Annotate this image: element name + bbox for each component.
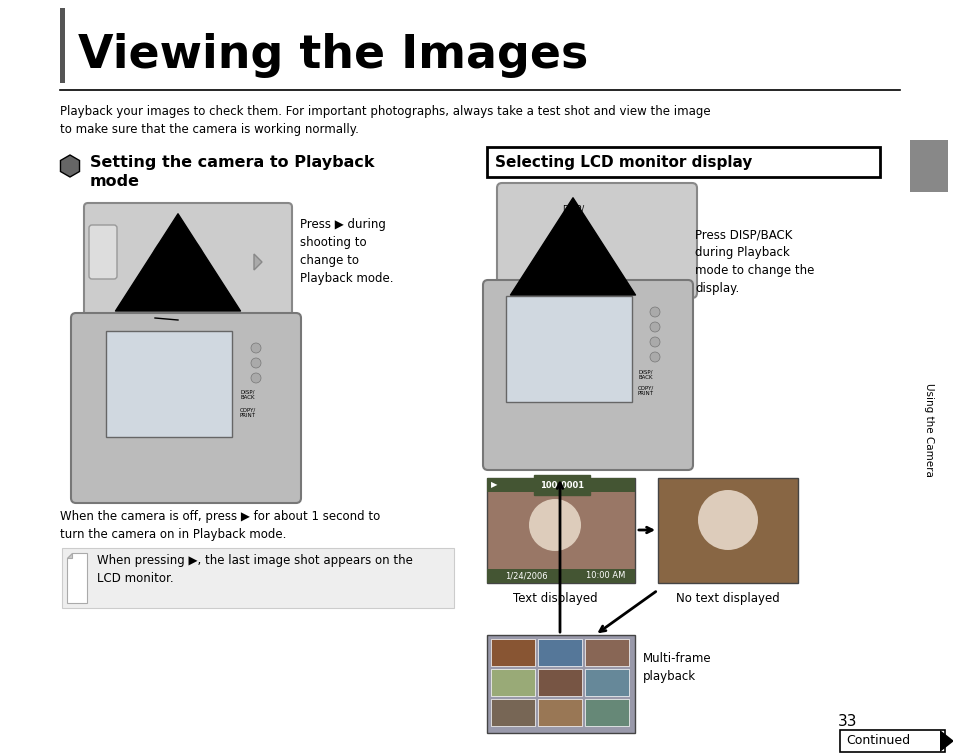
Text: 1/24/2006: 1/24/2006	[504, 572, 547, 581]
FancyBboxPatch shape	[491, 639, 535, 666]
Circle shape	[251, 358, 261, 368]
FancyBboxPatch shape	[486, 635, 635, 733]
Circle shape	[152, 236, 204, 288]
Text: Setting the camera to Playback
mode: Setting the camera to Playback mode	[90, 155, 375, 190]
Text: 10:00 AM: 10:00 AM	[585, 572, 624, 581]
Circle shape	[649, 352, 659, 362]
FancyBboxPatch shape	[584, 669, 628, 696]
Text: ▶: ▶	[491, 480, 497, 489]
Polygon shape	[67, 553, 87, 603]
FancyBboxPatch shape	[906, 0, 953, 755]
Text: DISP/
BACK: DISP/ BACK	[561, 204, 584, 223]
FancyBboxPatch shape	[491, 669, 535, 696]
FancyBboxPatch shape	[486, 478, 635, 583]
FancyBboxPatch shape	[497, 183, 697, 298]
Text: DISP/
BACK: DISP/ BACK	[639, 370, 653, 381]
FancyBboxPatch shape	[89, 225, 117, 279]
FancyBboxPatch shape	[486, 478, 635, 492]
FancyBboxPatch shape	[491, 699, 535, 726]
FancyBboxPatch shape	[60, 8, 65, 83]
Circle shape	[698, 490, 758, 550]
Circle shape	[649, 337, 659, 347]
Text: 33: 33	[838, 714, 857, 729]
FancyBboxPatch shape	[537, 669, 581, 696]
FancyBboxPatch shape	[71, 313, 301, 503]
Text: No text displayed: No text displayed	[676, 592, 779, 605]
FancyBboxPatch shape	[584, 639, 628, 666]
Text: When pressing ▶, the last image shot appears on the
LCD monitor.: When pressing ▶, the last image shot app…	[97, 554, 413, 585]
FancyBboxPatch shape	[106, 331, 232, 437]
FancyBboxPatch shape	[840, 730, 944, 752]
Circle shape	[554, 221, 592, 259]
Circle shape	[166, 250, 190, 274]
Text: Playback your images to check them. For important photographs, always take a tes: Playback your images to check them. For …	[60, 105, 710, 136]
FancyBboxPatch shape	[909, 140, 947, 192]
FancyBboxPatch shape	[482, 280, 692, 470]
Text: Viewing the Images: Viewing the Images	[78, 32, 588, 78]
Polygon shape	[253, 254, 262, 270]
Circle shape	[251, 373, 261, 383]
Circle shape	[251, 343, 261, 353]
Text: Press ▶ during
shooting to
change to
Playback mode.: Press ▶ during shooting to change to Pla…	[299, 218, 393, 285]
Text: When the camera is off, press ▶ for about 1 second to
turn the camera on in Play: When the camera is off, press ▶ for abou…	[60, 510, 380, 541]
FancyBboxPatch shape	[658, 478, 797, 583]
FancyBboxPatch shape	[505, 296, 631, 402]
FancyBboxPatch shape	[486, 569, 635, 583]
Text: Multi-frame
playback: Multi-frame playback	[642, 652, 711, 683]
Polygon shape	[67, 553, 71, 558]
Text: Press DISP/BACK
during Playback
mode to change the
display.: Press DISP/BACK during Playback mode to …	[695, 228, 814, 295]
Circle shape	[529, 499, 580, 551]
Text: Continued: Continued	[845, 735, 909, 747]
Text: ▶: ▶	[173, 257, 182, 267]
Text: COPY/
PRINT: COPY/ PRINT	[638, 386, 654, 396]
FancyBboxPatch shape	[486, 147, 879, 177]
Text: DISP/
BACK: DISP/ BACK	[240, 390, 255, 400]
Text: COPY/
PRINT: COPY/ PRINT	[239, 408, 255, 418]
FancyBboxPatch shape	[537, 699, 581, 726]
Text: 100-0001: 100-0001	[539, 480, 583, 489]
Text: Using the Camera: Using the Camera	[923, 383, 933, 477]
FancyBboxPatch shape	[62, 548, 454, 608]
Text: Text displayed: Text displayed	[512, 592, 597, 605]
FancyBboxPatch shape	[84, 203, 292, 326]
Text: Selecting LCD monitor display: Selecting LCD monitor display	[495, 155, 752, 170]
Polygon shape	[939, 730, 953, 752]
FancyBboxPatch shape	[537, 639, 581, 666]
FancyBboxPatch shape	[584, 699, 628, 726]
Circle shape	[649, 322, 659, 332]
Circle shape	[649, 307, 659, 317]
Polygon shape	[60, 155, 79, 177]
